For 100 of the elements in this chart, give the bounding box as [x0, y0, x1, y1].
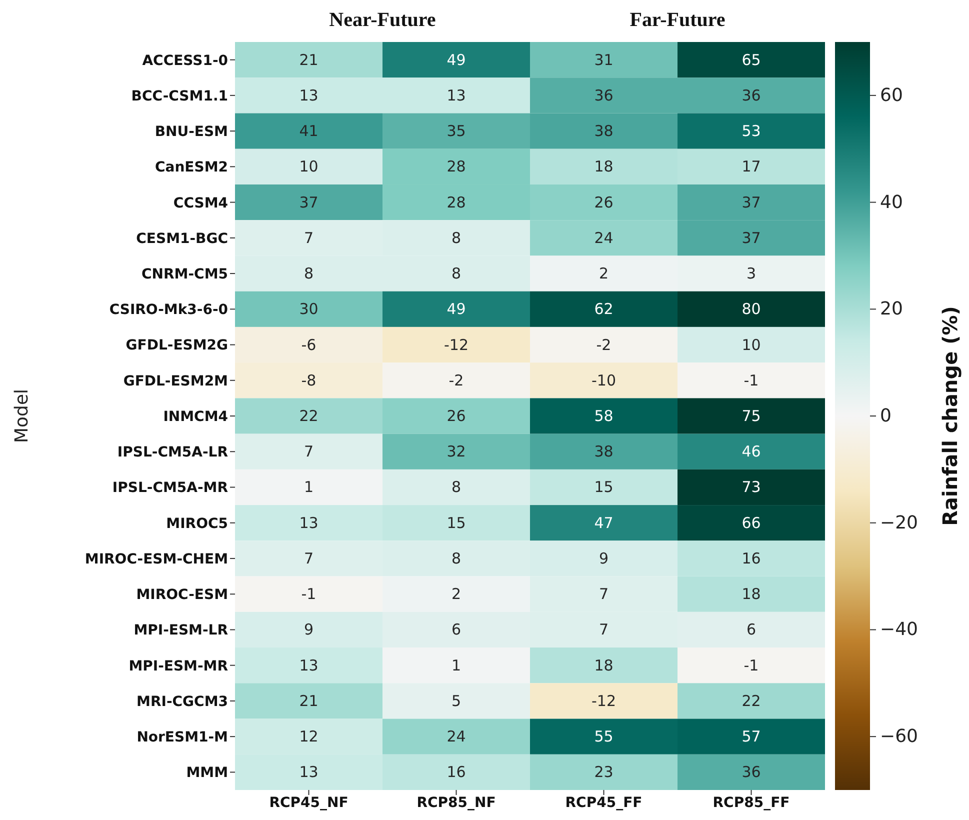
data-label: 2: [451, 585, 462, 604]
y-tick-label: BNU-ESM: [154, 124, 228, 140]
data-label: 7: [598, 620, 609, 639]
x-tick-label: RCP45_FF: [565, 794, 642, 811]
data-label: 13: [299, 763, 318, 782]
data-label: 2: [598, 264, 609, 283]
data-label: 28: [446, 158, 466, 176]
data-label: 58: [594, 407, 614, 425]
data-label: 13: [299, 656, 318, 674]
y-tick-label: CanESM2: [154, 160, 228, 176]
data-label: 37: [299, 193, 318, 212]
y-tick-label: MIROC-ESM-CHEM: [84, 551, 228, 568]
data-label: 22: [742, 692, 761, 710]
y-tick-label: IPSL-CM5A-MR: [112, 480, 228, 496]
data-label: 37: [742, 193, 761, 212]
data-label: 38: [594, 442, 614, 461]
data-label: 18: [594, 656, 614, 674]
data-label: 21: [299, 692, 318, 710]
data-label: 8: [451, 264, 462, 283]
data-label: 6: [451, 620, 462, 639]
y-tick-label: CCSM4: [173, 195, 228, 212]
data-label: 41: [299, 122, 318, 140]
data-label: 36: [742, 86, 761, 104]
color-bar-label: 40: [880, 192, 903, 213]
y-tick-label: MPI-ESM-LR: [134, 622, 228, 639]
data-label: 13: [299, 86, 318, 104]
data-label: 17: [742, 158, 761, 176]
data-label: 16: [446, 763, 466, 782]
data-label: 7: [304, 228, 314, 247]
y-tick-label: GFDL-ESM2G: [126, 338, 228, 354]
data-label: 35: [446, 122, 466, 140]
data-label: 6: [746, 620, 756, 639]
data-label: 37: [742, 228, 761, 247]
data-label: -10: [592, 371, 616, 390]
data-label: 5: [451, 692, 462, 710]
data-label: 15: [594, 478, 614, 496]
y-tick-label: NorESM1-M: [136, 730, 228, 746]
data-label: -12: [444, 336, 468, 354]
data-label: 26: [594, 193, 614, 212]
color-bar-label: −60: [880, 726, 918, 748]
data-label: 26: [446, 407, 466, 425]
data-label: -12: [592, 692, 616, 710]
data-label: -8: [301, 371, 316, 390]
y-tick-label: IPSL-CM5A-LR: [117, 444, 228, 461]
x-tick-label: RCP45_NF: [269, 794, 348, 811]
data-label: 49: [446, 50, 466, 69]
color-bar-label: 0: [880, 406, 892, 426]
data-label: 1: [451, 656, 462, 674]
y-tick-label: MRI-CGCM3: [136, 694, 228, 710]
y-tick-label: CSIRO-Mk3-6-0: [109, 302, 228, 318]
data-label: 23: [594, 763, 614, 782]
data-label: 28: [446, 193, 466, 212]
y-tick-label: BCC-CSM1.1: [131, 88, 228, 104]
data-label: 36: [742, 763, 761, 782]
data-label: 47: [594, 514, 614, 532]
data-label: 8: [451, 549, 462, 568]
data-label: 7: [304, 549, 314, 568]
data-label: 22: [299, 407, 318, 425]
data-label: 18: [594, 158, 614, 176]
data-label: 32: [446, 442, 466, 461]
data-label: -1: [744, 656, 759, 674]
data-label: -1: [744, 371, 759, 390]
data-label: 75: [742, 407, 761, 425]
data-label: 31: [594, 50, 614, 69]
data-label: 12: [299, 728, 318, 746]
data-label: 49: [446, 300, 466, 318]
data-label: 66: [742, 514, 761, 532]
color-bar-title: Rainfall change (%): [938, 306, 962, 526]
data-label: 16: [742, 549, 761, 568]
data-label: 62: [594, 300, 614, 318]
data-label: 13: [299, 514, 318, 532]
data-label: 7: [598, 585, 609, 604]
data-label: 9: [304, 620, 314, 639]
data-label: 38: [594, 122, 614, 140]
x-tick-label: RCP85_FF: [712, 794, 790, 811]
y-tick-label: CNRM-CM5: [142, 266, 228, 282]
color-bar-label: 20: [880, 298, 903, 320]
data-label: 73: [742, 478, 761, 496]
data-label: 7: [304, 442, 314, 461]
data-label: 13: [446, 86, 466, 104]
data-label: -2: [596, 336, 612, 354]
y-tick-label: MIROC5: [166, 516, 228, 532]
data-label: 18: [742, 585, 761, 604]
data-label: 9: [598, 549, 609, 568]
data-label: 3: [746, 264, 756, 283]
data-label: 15: [446, 514, 466, 532]
data-label: 55: [594, 728, 614, 746]
data-label: 80: [742, 300, 761, 318]
color-bar-label: −20: [880, 512, 918, 534]
y-tick-label: MMM: [186, 765, 228, 782]
y-tick-label: ACCESS1-0: [142, 52, 228, 69]
data-label: 24: [446, 728, 466, 746]
color-bar-label: 60: [880, 84, 903, 106]
y-tick-label: MIROC-ESM: [136, 587, 228, 604]
y-tick-label: INMCM4: [163, 408, 228, 425]
y-tick-label: CESM1-BGC: [136, 230, 228, 247]
data-label: -2: [448, 371, 464, 390]
data-label: 65: [742, 50, 761, 69]
text: Near-Future: [329, 9, 436, 31]
x-tick-label: RCP85_NF: [416, 794, 496, 811]
